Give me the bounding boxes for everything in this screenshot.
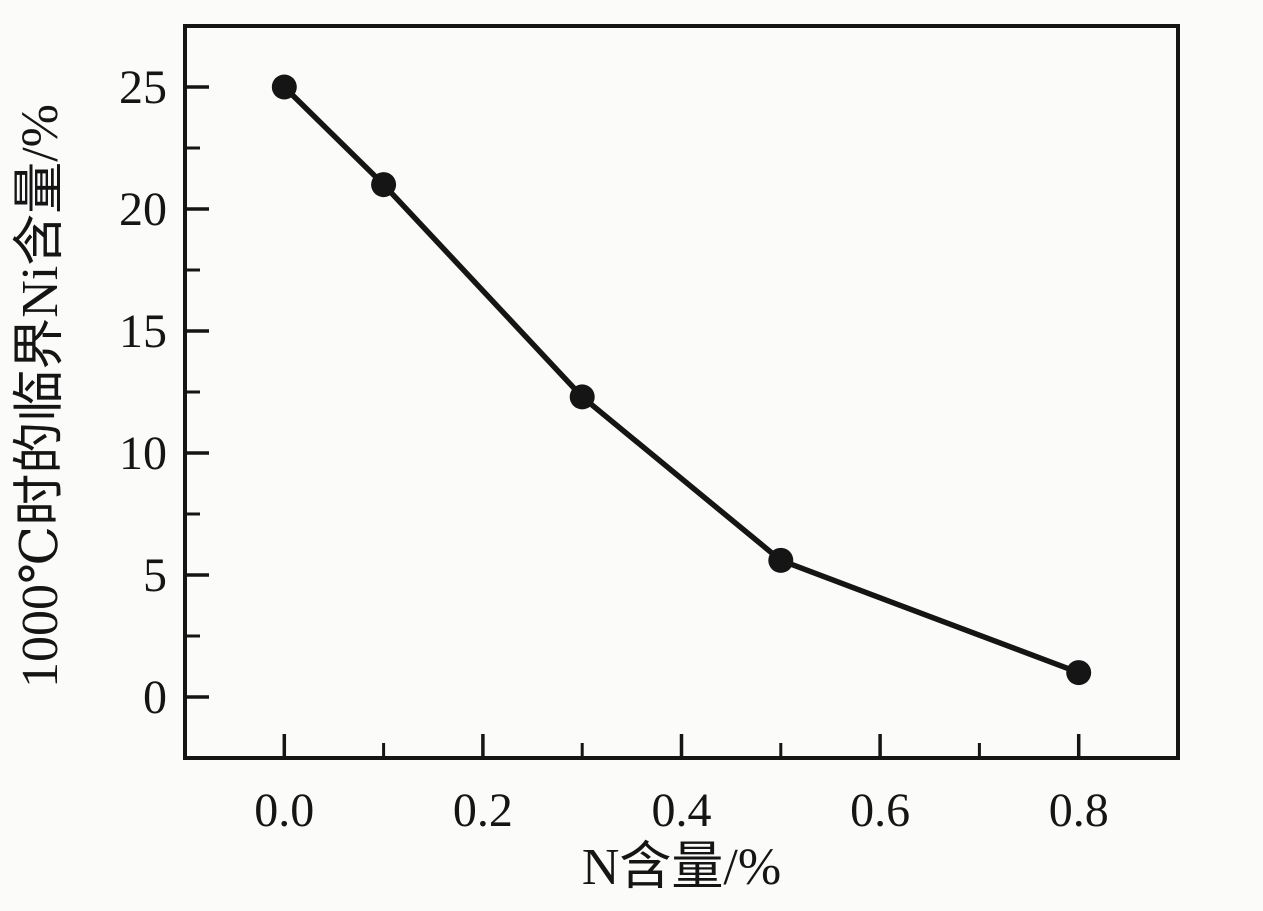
x-tick-label: 0.6: [850, 784, 910, 837]
y-tick-label: 15: [119, 305, 167, 358]
y-tick-label: 0: [143, 671, 167, 724]
plot-frame: [183, 24, 1180, 760]
y-axis-title: 1000℃时的临界Ni含量/%: [12, 104, 69, 688]
data-line: [282, 85, 1080, 676]
x-tick-label: 0.4: [652, 784, 712, 837]
x-axis-title: N含量/%: [581, 839, 782, 896]
x-tick-label: 0.0: [254, 784, 314, 837]
data-point: [768, 547, 794, 573]
x-tick-label: 0.8: [1049, 784, 1109, 837]
y-tick-label: 25: [119, 61, 167, 114]
data-point: [1066, 660, 1092, 686]
y-tick-label: 20: [119, 183, 167, 236]
x-tick-label: 0.2: [453, 784, 513, 837]
data-point: [271, 74, 297, 100]
data-point: [371, 172, 397, 198]
y-tick-label: 5: [143, 549, 167, 602]
y-tick-label: 10: [119, 427, 167, 480]
data-point: [569, 384, 595, 410]
